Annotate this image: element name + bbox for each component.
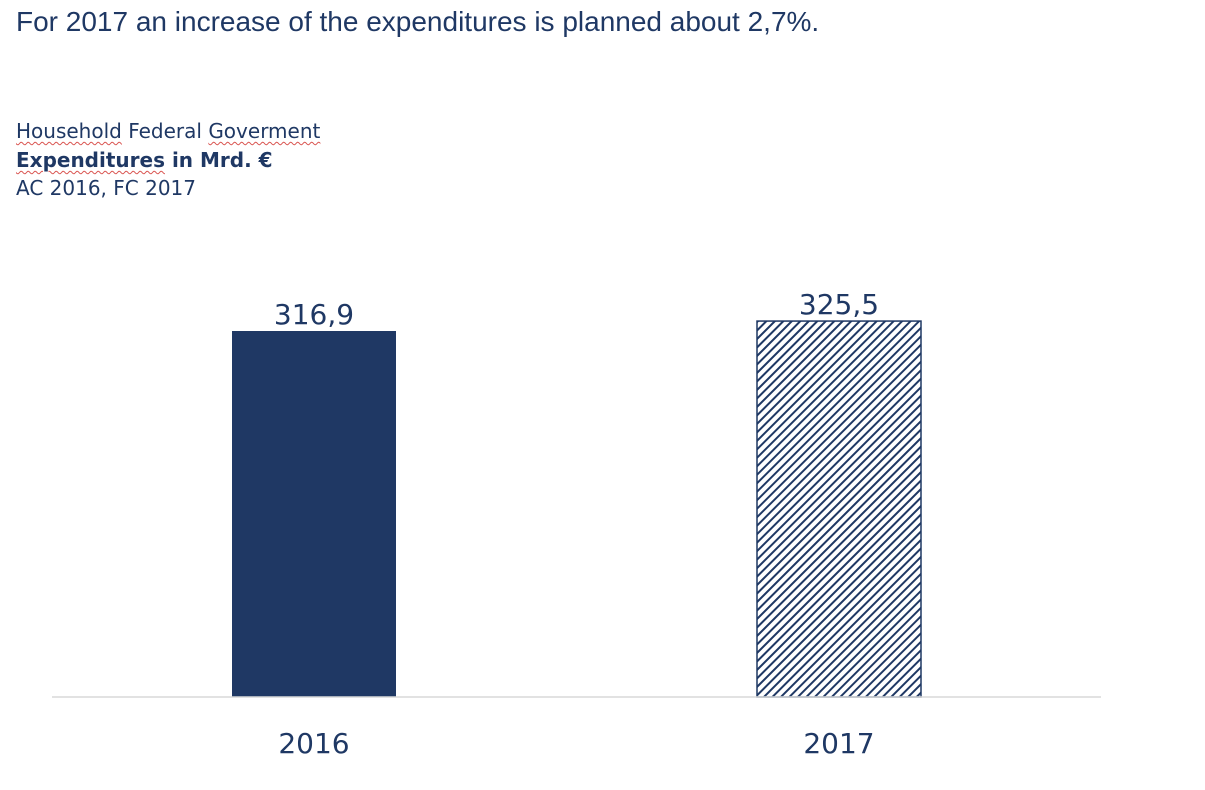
subtitle-word-federal: Federal [128, 119, 202, 143]
chart-subtitle-line3: AC 2016, FC 2017 [16, 176, 196, 200]
subtitle-word-expenditures: Expenditures [16, 148, 165, 172]
data-label-2017: 325,5 [799, 288, 879, 321]
subtitle-word-household: Household [16, 119, 122, 143]
headline: For 2017 an increase of the expenditures… [16, 6, 820, 37]
bar-2017 [756, 320, 922, 698]
x-tick-label-2016: 2016 [278, 727, 349, 760]
chart-subtitle-line2: Expenditures in Mrd. € [16, 148, 273, 172]
chart-subtitle-line1: Household Federal Goverment [16, 119, 320, 143]
subtitle-word-goverment: Goverment [208, 119, 321, 143]
data-label-2016: 316,9 [274, 298, 354, 331]
subtitle-unit: in Mrd. € [164, 148, 273, 172]
bar-2016 [232, 331, 396, 697]
x-tick-label-2017: 2017 [803, 727, 874, 760]
